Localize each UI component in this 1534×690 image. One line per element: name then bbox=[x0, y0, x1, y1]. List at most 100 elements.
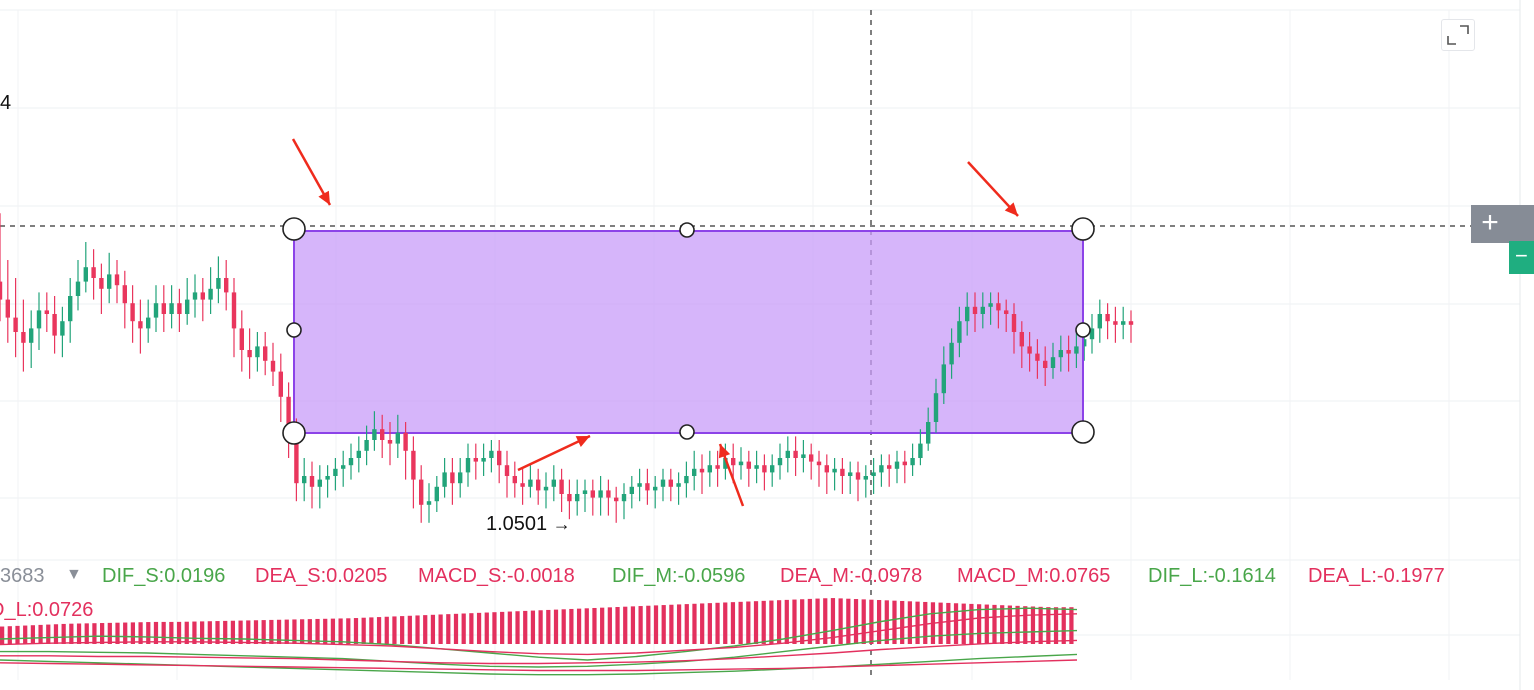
candle bbox=[1128, 310, 1134, 343]
candle bbox=[777, 443, 783, 480]
rectangle-handle[interactable] bbox=[286, 322, 302, 338]
price-axis-partial-label: 4 bbox=[0, 92, 12, 114]
macd-histogram-bar bbox=[1069, 607, 1074, 644]
rectangle-handle[interactable] bbox=[1075, 322, 1091, 338]
candle-body bbox=[645, 483, 650, 491]
rectangle-handle[interactable] bbox=[679, 222, 695, 238]
macd-histogram-bar bbox=[76, 623, 82, 644]
candle-body bbox=[1043, 360, 1048, 368]
macd-histogram-bar bbox=[684, 604, 689, 644]
candle-body bbox=[434, 486, 439, 502]
candle-body bbox=[122, 285, 127, 304]
candle bbox=[645, 468, 650, 505]
macd-histogram-bar bbox=[892, 600, 897, 644]
candle-body bbox=[637, 483, 642, 487]
candle bbox=[972, 292, 978, 332]
macd-histogram-bar bbox=[353, 618, 359, 644]
macd-histogram-bar bbox=[1015, 605, 1020, 644]
candle bbox=[68, 278, 73, 343]
candle bbox=[598, 476, 603, 516]
candle bbox=[957, 306, 962, 358]
candle-body bbox=[294, 436, 299, 484]
candle-body bbox=[793, 450, 798, 458]
candle bbox=[660, 468, 666, 502]
candle-body bbox=[395, 432, 400, 444]
candle bbox=[36, 292, 42, 350]
macd-histogram-bar bbox=[484, 612, 489, 644]
candle-body bbox=[723, 458, 728, 469]
macd-histogram-bar bbox=[407, 615, 412, 644]
candle-body bbox=[21, 332, 26, 343]
candle-body bbox=[387, 440, 393, 444]
rectangle-handle[interactable] bbox=[679, 424, 695, 440]
candle-body bbox=[972, 306, 978, 314]
candle bbox=[606, 479, 611, 516]
rectangle-annotation[interactable] bbox=[293, 230, 1084, 434]
candle bbox=[676, 472, 681, 505]
macd-histogram-bar bbox=[369, 617, 374, 644]
red-arrow-icon bbox=[517, 434, 591, 472]
macd-histogram-bar bbox=[661, 605, 666, 644]
rectangle-handle[interactable] bbox=[282, 217, 306, 241]
candle bbox=[450, 458, 455, 505]
candle-body bbox=[996, 303, 1001, 311]
candle-body bbox=[497, 450, 502, 466]
macd-histogram-bar bbox=[376, 617, 382, 644]
macd-histogram-bar bbox=[553, 609, 559, 644]
candle bbox=[395, 414, 400, 458]
macd-histogram-bar bbox=[315, 618, 320, 644]
rectangle-handle[interactable] bbox=[1071, 420, 1095, 444]
candle bbox=[200, 278, 205, 322]
macd-histogram-bar bbox=[169, 621, 174, 644]
candle-body bbox=[270, 360, 276, 372]
candle-body bbox=[263, 346, 268, 361]
candle-body bbox=[902, 461, 907, 466]
macd-histogram-bar bbox=[723, 602, 728, 644]
red-arrow-icon bbox=[718, 443, 745, 507]
candle-body bbox=[177, 303, 182, 314]
candle bbox=[1074, 332, 1079, 368]
macd-histogram-bar bbox=[338, 618, 343, 644]
candlestick-series bbox=[0, 213, 1134, 458]
candle bbox=[216, 256, 221, 304]
candle-body bbox=[169, 303, 174, 314]
macd-histogram-bar bbox=[300, 619, 305, 644]
rectangle-handle[interactable] bbox=[1071, 217, 1095, 241]
candle bbox=[980, 292, 985, 329]
candle-body bbox=[239, 328, 244, 350]
candle-body bbox=[668, 479, 673, 487]
candle-body bbox=[551, 479, 556, 487]
candle bbox=[107, 252, 112, 304]
macd-histogram-bar bbox=[361, 617, 366, 644]
macd-histogram-bar bbox=[923, 601, 928, 644]
add-button[interactable]: + bbox=[1471, 205, 1509, 243]
candle bbox=[887, 454, 892, 487]
macd-histogram-bar bbox=[523, 610, 528, 644]
macd-histogram-bar bbox=[984, 604, 989, 644]
legend-dropdown-icon[interactable]: ▼ bbox=[66, 566, 82, 583]
macd-histogram-bar bbox=[500, 611, 505, 644]
macd-histogram-bar bbox=[900, 600, 905, 644]
rectangle-body[interactable] bbox=[293, 230, 1084, 434]
candle bbox=[130, 285, 135, 343]
legend-dif-l: DIF_L:-0.1614 bbox=[1148, 565, 1276, 587]
minus-button[interactable]: − bbox=[1509, 241, 1534, 274]
candle bbox=[1043, 346, 1048, 386]
rectangle-handles[interactable] bbox=[282, 217, 1095, 445]
macd-histogram-bar bbox=[861, 599, 866, 644]
candlestick-series-overlay bbox=[294, 292, 1079, 523]
macd-histogram-bar bbox=[669, 604, 674, 644]
macd-histogram-bar bbox=[607, 607, 612, 644]
macd-histogram-bar bbox=[753, 601, 759, 644]
candle-body bbox=[83, 267, 88, 282]
fullscreen-button[interactable] bbox=[1441, 19, 1475, 51]
macd-histogram-bar bbox=[438, 614, 443, 644]
candle bbox=[1113, 306, 1118, 343]
candle-body bbox=[91, 267, 96, 278]
legend-macd-s: MACD_S:-0.0018 bbox=[418, 565, 575, 587]
macd-histogram-bar bbox=[184, 621, 189, 644]
rectangle-handle[interactable] bbox=[282, 421, 306, 445]
legend-macd-m: MACD_M:0.0765 bbox=[957, 565, 1111, 587]
candle bbox=[855, 461, 861, 502]
